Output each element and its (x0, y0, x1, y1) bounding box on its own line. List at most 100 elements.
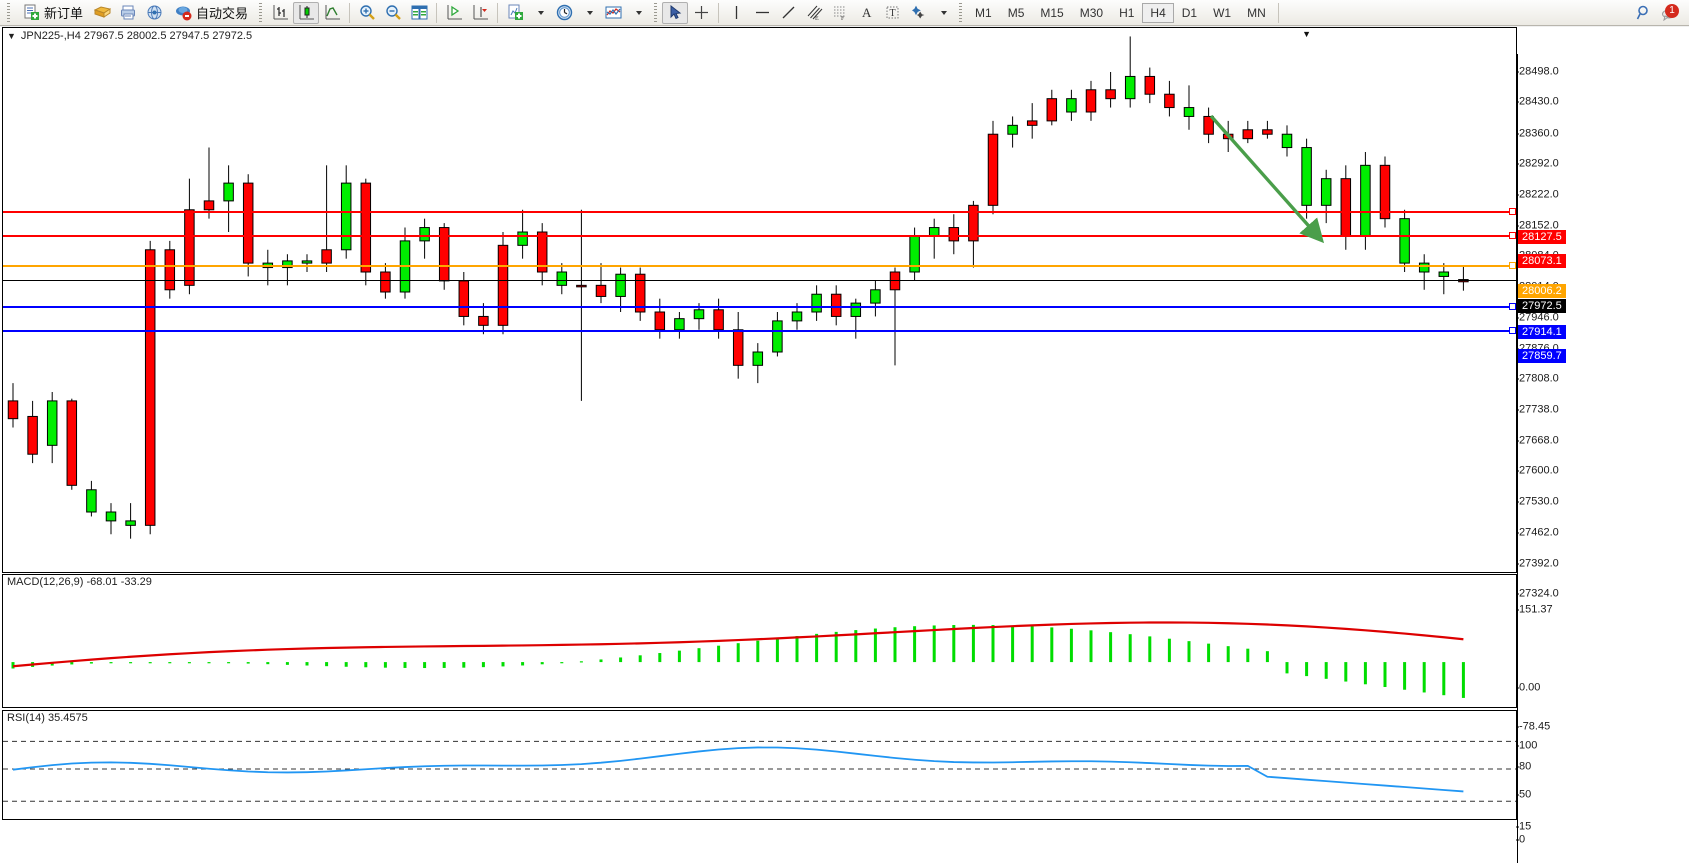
period-button[interactable] (551, 2, 577, 24)
toolbar-separator-2 (436, 2, 438, 23)
vertical-line-button[interactable] (723, 2, 749, 24)
support-line-1-label: 27914.1 (1518, 324, 1566, 339)
resistance-line-1-handle[interactable] (1509, 207, 1516, 215)
auto-scroll-button[interactable] (441, 2, 467, 24)
period-dropdown[interactable] (577, 2, 600, 24)
autotrading-button[interactable]: 自动交易 (167, 2, 254, 24)
folder-icon (92, 3, 112, 23)
rsi-series (3, 740, 1516, 802)
timeframe-mn[interactable]: MN (1247, 5, 1266, 20)
bar-chart-button[interactable] (267, 2, 293, 24)
label-button[interactable]: T (879, 2, 905, 24)
print-button[interactable] (115, 2, 141, 24)
price-tick: 27668.0 (1516, 434, 1559, 447)
line-chart-button[interactable] (319, 2, 345, 24)
rsi-pane[interactable]: RSI(14) 35.4575 (2, 710, 1517, 820)
price-plot[interactable] (3, 28, 1516, 572)
timeframe-m5[interactable]: M5 (1007, 5, 1025, 20)
timeframe-m15[interactable]: M15 (1040, 5, 1064, 20)
globe-button[interactable] (141, 2, 167, 24)
label-icon: T (882, 3, 902, 23)
timeframe-h4[interactable]: H4 (1142, 2, 1174, 23)
timeframe-m30[interactable]: M30 (1079, 5, 1104, 20)
toolbar-grip[interactable] (5, 2, 12, 23)
search-button[interactable] (1631, 2, 1657, 24)
last-price-line[interactable] (3, 279, 1516, 281)
price-tick: 28430.0 (1516, 95, 1559, 108)
indicators-dropdown[interactable] (626, 2, 649, 24)
text-button[interactable]: A (853, 2, 879, 24)
svg-text:A: A (862, 5, 872, 20)
toolbar-separator-5 (1277, 2, 1279, 23)
chevron-down-icon (636, 10, 643, 15)
timeframe-w1[interactable]: W1 (1213, 5, 1232, 20)
new-chart-button[interactable] (502, 2, 528, 24)
candlestick-series (7, 36, 1469, 539)
new-order-button[interactable]: 新订单 (15, 2, 89, 24)
last-price-line-label: 27972.5 (1518, 298, 1566, 313)
equidistant-channel-icon: E (804, 3, 824, 23)
equidistant-channel-button[interactable]: E (801, 2, 827, 24)
timeframe-h1[interactable]: H1 (1119, 5, 1135, 20)
shapes-dropdown[interactable] (931, 2, 954, 24)
new-chart-dropdown[interactable] (528, 2, 551, 24)
price-tick: 27462.0 (1516, 526, 1559, 539)
vline-icon (726, 3, 746, 23)
pane-collapse-icon[interactable]: ▼ (1302, 29, 1311, 39)
candlestick-icon (296, 3, 316, 23)
fibonacci-button[interactable]: F (827, 2, 853, 24)
price-tick: 27738.0 (1516, 403, 1559, 416)
zoom-in-icon (357, 3, 377, 23)
shapes-button[interactable] (905, 2, 931, 24)
trendline-button[interactable] (775, 2, 801, 24)
main-toolbar: 新订单 (0, 0, 1689, 26)
timeframe-d1[interactable]: D1 (1181, 5, 1198, 20)
chevron-down-icon (538, 10, 545, 15)
line-chart-icon (322, 3, 342, 23)
cursor-icon (665, 3, 685, 23)
folder-button[interactable] (89, 2, 115, 24)
crosshair-button[interactable] (688, 2, 714, 24)
zoom-out-button[interactable] (380, 2, 406, 24)
resistance-line-2-label: 28073.1 (1518, 254, 1566, 269)
pivot-line[interactable] (3, 264, 1516, 267)
drawing-tools-grip[interactable] (652, 2, 660, 23)
resistance-line-1-label: 28127.5 (1518, 229, 1566, 244)
price-pane[interactable]: ▼ JPN225-,H4 27967.5 28002.5 27947.5 279… (2, 27, 1517, 573)
pivot-line-handle[interactable] (1509, 261, 1516, 269)
macd-tick: 151.37 (1516, 603, 1553, 616)
support-line-1[interactable] (3, 305, 1516, 308)
rsi-tick: 15 (1515, 820, 1532, 833)
chart-shift-button[interactable] (467, 2, 493, 24)
macd-plot (3, 575, 1516, 707)
horizontal-line-button[interactable] (749, 2, 775, 24)
macd-label: MACD(12,26,9) -68.01 -33.29 (7, 576, 152, 588)
trendline-icon (778, 3, 798, 23)
chart-area[interactable]: ▼ JPN225-,H4 27967.5 28002.5 27947.5 279… (0, 27, 1689, 863)
globe-icon (144, 3, 164, 23)
svg-text:T: T (889, 8, 895, 19)
support-line-2-handle[interactable] (1509, 326, 1516, 334)
price-axis[interactable]: 28498.0 28430.0 28360.0 28292.0 28222.0 28152… (1515, 54, 1689, 863)
resistance-line-2-handle[interactable] (1509, 232, 1516, 240)
chart-symbol-header: ▼ JPN225-,H4 27967.5 28002.5 27947.5 279… (7, 30, 252, 42)
indicators-button[interactable] (600, 2, 626, 24)
chevron-down-icon (587, 10, 594, 15)
timeframe-m1[interactable]: M1 (975, 5, 992, 20)
macd-pane[interactable]: MACD(12,26,9) -68.01 -33.29 (2, 574, 1517, 708)
data-window-button[interactable] (406, 2, 432, 24)
alerts-button[interactable]: 1 (1657, 2, 1683, 24)
resistance-line-1[interactable] (3, 210, 1516, 213)
support-line-2[interactable] (3, 329, 1516, 332)
support-line-1-handle[interactable] (1509, 302, 1516, 310)
cursor-button[interactable] (662, 1, 689, 24)
price-tick: 27530.0 (1516, 495, 1559, 508)
candlestick-chart-button[interactable] (293, 1, 320, 24)
chart-collapse-icon[interactable]: ▼ (7, 31, 16, 41)
chart-type-grip[interactable] (257, 2, 265, 23)
svg-text:F: F (841, 16, 845, 21)
timeframe-grip[interactable] (957, 2, 965, 23)
resistance-line-2[interactable] (3, 235, 1516, 238)
zoom-in-button[interactable] (354, 2, 380, 24)
